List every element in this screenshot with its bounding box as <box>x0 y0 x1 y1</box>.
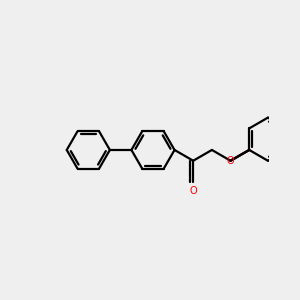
Text: O: O <box>189 186 197 196</box>
Text: O: O <box>227 156 234 166</box>
